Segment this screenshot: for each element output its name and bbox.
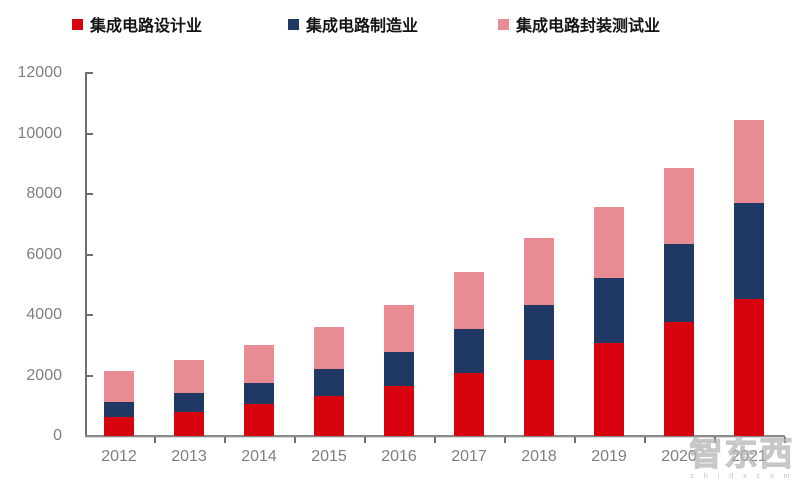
- x-axis-tick-mark: [644, 437, 646, 443]
- bar-segment-2013-packaging: [174, 360, 204, 394]
- bar-segment-2014-manufacturing: [244, 382, 274, 405]
- bar-segment-2021-design: [734, 299, 764, 436]
- legend-label-ic-packaging-testing: 集成电路封装测试业: [516, 18, 661, 35]
- x-axis-tick-mark: [294, 437, 296, 443]
- legend-item-ic-manufacturing: 集成电路制造业: [288, 13, 418, 35]
- bar-segment-2019-manufacturing: [594, 278, 624, 344]
- x-axis-tick-mark: [714, 437, 716, 443]
- x-axis-tick-mark: [784, 437, 786, 443]
- y-axis-tick-label: 12000: [17, 64, 63, 81]
- legend-swatch-red-icon: [72, 18, 83, 30]
- x-axis-tick-label: 2017: [451, 448, 487, 465]
- y-axis-tick-mark: [86, 253, 93, 256]
- bar-segment-2016-design: [384, 386, 414, 436]
- x-axis-tick-label: 2019: [591, 448, 627, 465]
- legend-swatch-navy-icon: [288, 18, 299, 30]
- bar-segment-2014-design: [244, 404, 274, 436]
- y-axis-tick-mark: [86, 374, 93, 377]
- legend-label-ic-design: 集成电路设计业: [90, 18, 203, 35]
- bar-segment-2019-packaging: [594, 207, 624, 279]
- bar-segment-2017-packaging: [454, 272, 484, 330]
- bar-segment-2016-packaging: [384, 304, 414, 353]
- bar-segment-2017-design: [454, 373, 484, 436]
- bar-segment-2013-design: [174, 411, 204, 436]
- y-axis-tick-mark: [86, 193, 93, 195]
- bar-segment-2020-manufacturing: [664, 244, 694, 322]
- bar-segment-2021-manufacturing: [734, 203, 764, 300]
- legend-label-ic-manufacturing: 集成电路制造业: [306, 18, 419, 35]
- bar-segment-2012-design: [104, 417, 134, 436]
- bar-segment-2021-packaging: [734, 119, 764, 204]
- bar-segment-2020-design: [664, 321, 694, 436]
- bar-segment-2020-packaging: [664, 168, 694, 245]
- bar-segment-2018-manufacturing: [524, 304, 554, 360]
- y-axis-tick-label: 0: [53, 427, 62, 444]
- x-axis-tick-mark: [224, 437, 226, 443]
- y-axis-tick-label: 8000: [26, 185, 62, 202]
- y-axis-tick-label: 4000: [26, 306, 62, 323]
- y-axis-tick-mark: [86, 132, 93, 135]
- legend-item-ic-design: 集成电路设计业: [72, 13, 202, 35]
- bar-segment-2015-packaging: [314, 326, 344, 369]
- bar-segment-2018-design: [524, 359, 554, 436]
- bar-segment-2019-design: [594, 343, 624, 436]
- y-axis-tick-mark: [86, 314, 93, 316]
- legend-item-ic-packaging-testing: 集成电路封装测试业: [498, 13, 660, 35]
- x-axis-tick-label: 2018: [521, 448, 557, 465]
- bar-segment-2015-manufacturing: [314, 368, 344, 396]
- bar-segment-2015-design: [314, 395, 344, 436]
- bar-segment-2014-packaging: [244, 344, 274, 383]
- x-axis-tick-label: 2013: [171, 448, 207, 465]
- bar-segment-2013-manufacturing: [174, 393, 204, 412]
- x-axis-tick-mark: [574, 437, 576, 443]
- x-axis-tick-mark: [154, 437, 156, 443]
- x-axis-tick-label: 2014: [241, 448, 277, 465]
- y-axis-tick-label: 10000: [17, 124, 63, 142]
- bar-segment-2017-manufacturing: [454, 329, 484, 374]
- y-axis-tick-label: 2000: [26, 366, 62, 384]
- bar-segment-2012-packaging: [104, 370, 134, 403]
- bar-segment-2012-manufacturing: [104, 402, 134, 418]
- x-axis-tick-label: 2012: [101, 448, 137, 465]
- y-axis-tick-label: 6000: [26, 245, 62, 263]
- bar-segment-2016-manufacturing: [384, 352, 414, 387]
- y-axis-tick-mark: [86, 72, 93, 74]
- x-axis-tick-label: 2020: [661, 448, 697, 465]
- x-axis-tick-label: 2021: [731, 448, 767, 465]
- x-axis-tick-label: 2016: [381, 448, 417, 465]
- legend-swatch-pink-icon: [498, 18, 509, 30]
- x-axis-tick-mark: [434, 437, 436, 443]
- bar-segment-2018-packaging: [524, 238, 554, 305]
- watermark-subtext: z h i d x c o m: [690, 473, 794, 480]
- x-axis-tick-label: 2015: [311, 448, 347, 465]
- x-axis-tick-mark: [364, 437, 366, 443]
- x-axis-tick-mark: [504, 437, 506, 443]
